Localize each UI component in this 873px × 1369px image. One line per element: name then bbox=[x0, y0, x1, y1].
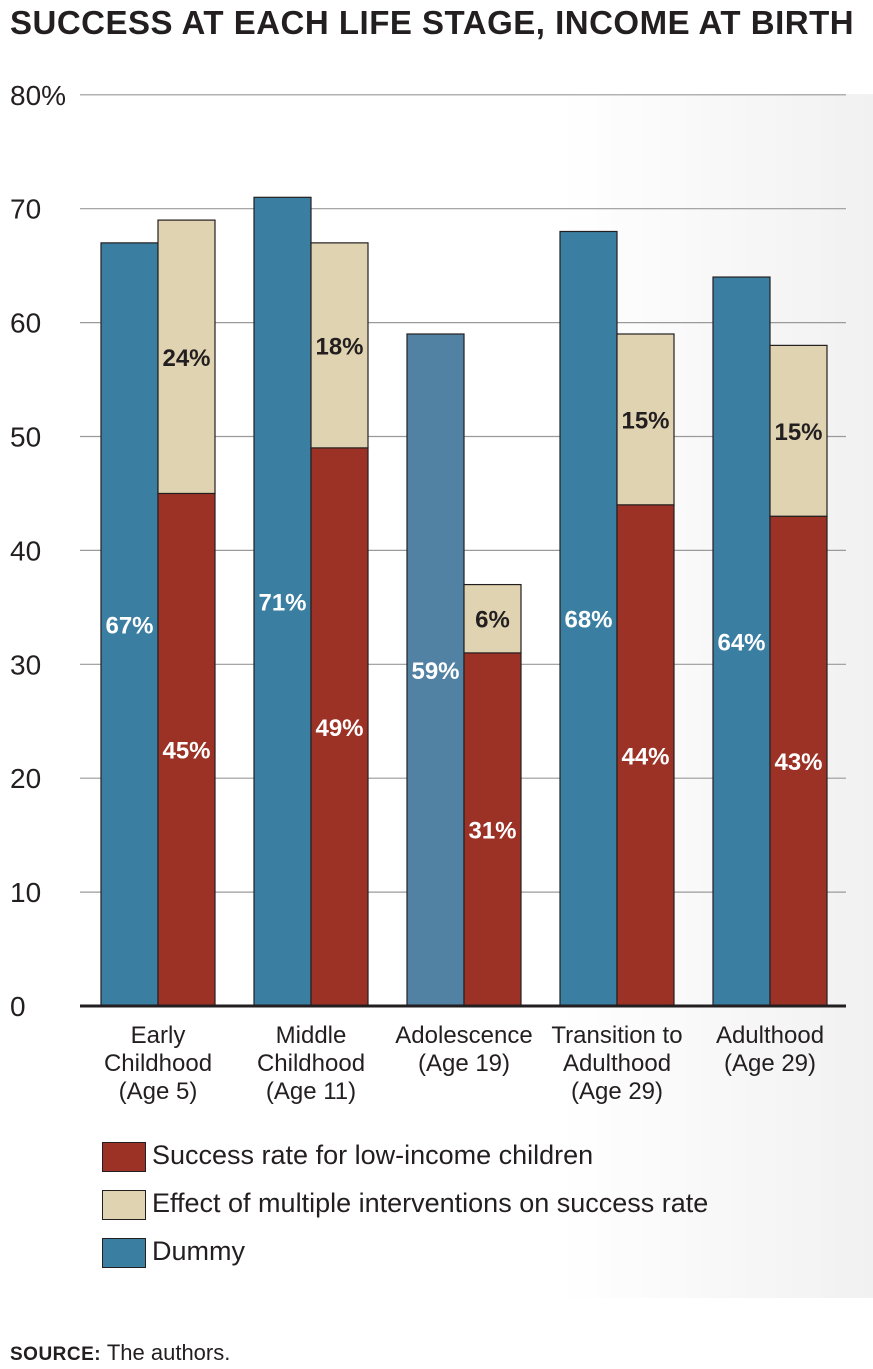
data-label-dummy: 71% bbox=[258, 590, 306, 617]
data-label-interventions: 24% bbox=[162, 345, 210, 372]
data-label-dummy: 67% bbox=[105, 612, 153, 639]
data-label-interventions: 6% bbox=[475, 607, 510, 634]
y-tick-label: 30 bbox=[10, 649, 41, 680]
data-label-interventions: 15% bbox=[621, 407, 669, 434]
x-tick-label: Adulthood bbox=[716, 1022, 824, 1049]
bar-dummy bbox=[559, 230, 618, 1007]
bar-interventions bbox=[769, 344, 828, 517]
y-tick-label: 50 bbox=[10, 422, 41, 453]
legend-label-interventions: Effect of multiple interventions on succ… bbox=[152, 1188, 709, 1218]
data-label-low-income: 44% bbox=[621, 743, 669, 770]
data-label-low-income: 43% bbox=[774, 749, 822, 776]
x-tick-label: Adolescence bbox=[395, 1022, 532, 1049]
data-label-low-income: 49% bbox=[315, 715, 363, 742]
legend-swatch-dummy bbox=[102, 1238, 146, 1268]
legend-swatch-interventions bbox=[102, 1190, 146, 1220]
y-tick-label: 70 bbox=[10, 194, 41, 225]
x-tick-label: (Age 19) bbox=[418, 1050, 510, 1077]
x-tick-label: (Age 29) bbox=[571, 1078, 663, 1105]
x-tick-label: Childhood bbox=[104, 1050, 212, 1077]
data-label-dummy: 68% bbox=[564, 607, 612, 634]
data-label-dummy: 64% bbox=[717, 630, 765, 657]
bar-dummy bbox=[406, 333, 465, 1007]
y-tick-label: 60 bbox=[10, 308, 41, 339]
x-tick-label: Middle bbox=[276, 1022, 347, 1049]
bar-interventions bbox=[616, 333, 675, 506]
data-label-interventions: 18% bbox=[315, 333, 363, 360]
data-label-interventions: 15% bbox=[774, 419, 822, 446]
x-tick-label: (Age 29) bbox=[724, 1050, 816, 1077]
y-tick-label: 80% bbox=[10, 80, 66, 111]
bar-low-income bbox=[310, 447, 369, 1007]
y-tick-label: 10 bbox=[10, 877, 41, 908]
data-label-dummy: 59% bbox=[411, 658, 459, 685]
y-tick-label: 0 bbox=[10, 991, 26, 1022]
bar-chart: 01020304050607080%67%45%24%EarlyChildhoo… bbox=[10, 80, 846, 1105]
x-tick-label: Childhood bbox=[257, 1050, 365, 1077]
x-tick-label: Early bbox=[131, 1022, 186, 1049]
bar-low-income bbox=[463, 652, 522, 1007]
x-tick-label: Transition to bbox=[551, 1022, 682, 1049]
y-tick-label: 40 bbox=[10, 535, 41, 566]
legend-label-low-income: Success rate for low-income children bbox=[152, 1140, 594, 1170]
y-tick-label: 20 bbox=[10, 763, 41, 794]
legend-swatch-low-income bbox=[102, 1142, 146, 1172]
bar-interventions bbox=[463, 583, 522, 654]
source-label: SOURCE: bbox=[10, 1344, 102, 1365]
source-text: The authors. bbox=[106, 1340, 231, 1365]
data-label-low-income: 45% bbox=[162, 738, 210, 765]
bar-interventions bbox=[157, 219, 216, 495]
x-tick-label: Adulthood bbox=[563, 1050, 671, 1077]
x-tick-label: (Age 5) bbox=[119, 1078, 198, 1105]
chart-title: SUCCESS AT EACH LIFE STAGE, INCOME AT BI… bbox=[10, 4, 855, 41]
legend-label-dummy: Dummy bbox=[152, 1236, 245, 1266]
bar-low-income bbox=[157, 492, 216, 1007]
x-tick-label: (Age 11) bbox=[266, 1078, 356, 1105]
source-note: SOURCE: The authors. bbox=[10, 1340, 230, 1366]
bar-low-income bbox=[616, 504, 675, 1007]
bar-interventions bbox=[310, 242, 369, 449]
data-label-low-income: 31% bbox=[468, 817, 516, 844]
